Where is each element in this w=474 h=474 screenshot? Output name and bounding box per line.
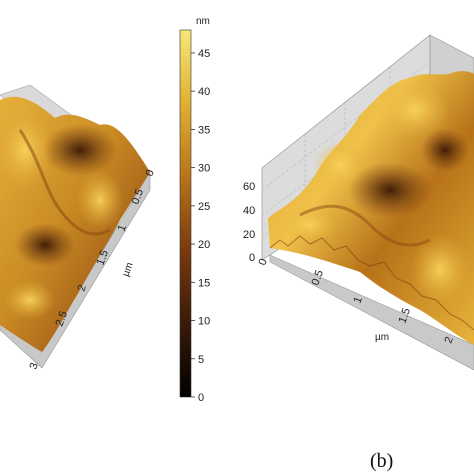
colorbar-gradient: [179, 29, 192, 398]
panel-b-ridge: [299, 204, 431, 247]
panel-b-z-tick-20: 20: [243, 229, 255, 241]
panel-b-x-axis: 0 0.5 1 1.5 2 µm: [257, 257, 456, 345]
panel-b-x-unit: µm: [375, 332, 389, 343]
colorbar-tick-label: 5: [198, 354, 204, 366]
panel-b-z-axis: 60 40 20 0: [243, 181, 255, 264]
panel-b-peak-2: [314, 141, 366, 189]
panel-b-x-tick-1.5: 1.5: [397, 307, 414, 325]
colorbar-tick-label: 0: [198, 392, 204, 404]
panel-b-x-tick-0.5: 0.5: [310, 269, 327, 287]
colorbar-tick-label: 30: [198, 163, 210, 175]
colorbar-tick-label: 40: [198, 86, 210, 98]
panel-b-valley: [348, 162, 432, 218]
panel-a-peak-3: [4, 280, 56, 320]
panel-b-x-tick-2: 2: [443, 335, 456, 345]
panel-b-z-tick-60: 60: [243, 181, 255, 193]
panel-a-valley-2: [15, 223, 75, 267]
panel-a-tick-2.5: 2.5: [54, 310, 71, 328]
panel-a: 0 0.5 1 1.5 2 2.5 3 µm: [0, 84, 157, 371]
panel-b-z-tick-0: 0: [249, 252, 255, 264]
colorbar-tick-label: 10: [198, 316, 210, 328]
colorbar-unit: nm: [196, 16, 210, 27]
colorbar-tick-label: 35: [198, 124, 210, 136]
panel-a-axis: 0 0.5 1 1.5 2 2.5 3 µm: [28, 168, 157, 371]
colorbar-tick-label: 25: [198, 201, 210, 213]
colorbar-tick-label: 15: [198, 277, 210, 289]
panel-b-valley-2: [421, 128, 469, 172]
panel-b-front-wall: [269, 254, 474, 371]
panel-a-tick-0.5: 0.5: [130, 188, 147, 206]
panel-b-peak-4: [282, 207, 338, 243]
panel-b-peak: [379, 80, 451, 140]
panel-a-tick-0: 0: [144, 168, 157, 178]
colorbar-tick-label: 20: [198, 239, 210, 251]
panel-a-tick-1: 1: [116, 223, 129, 233]
colorbar: nm 45 40 35 30 25 20 15 10 5 0: [179, 16, 210, 404]
panel-a-tick-1.5: 1.5: [95, 249, 112, 267]
panel-b-front-edge: [269, 235, 474, 331]
panel-b-label: (b): [370, 450, 393, 472]
colorbar-ticks: 45 40 35 30 25 20 15 10 5 0: [191, 48, 210, 404]
panel-a-peak-2: [76, 170, 124, 230]
panel-b-peak-3: [410, 234, 470, 306]
panel-b-x-tick-1: 1: [352, 295, 365, 305]
panel-a-valley: [42, 124, 118, 176]
panel-b: 60 40 20 0 0 0.5 1 1.5 2 µm (b): [243, 34, 474, 472]
panel-a-ridge: [18, 129, 111, 236]
panel-b-z-tick-40: 40: [243, 205, 255, 217]
colorbar-tick-label: 45: [198, 48, 210, 60]
panel-a-tick-3: 3: [28, 361, 41, 371]
panel-a-tick-2: 2: [76, 283, 89, 293]
panel-a-axis-unit: µm: [120, 261, 135, 278]
panel-b-x-tick-0: 0: [257, 257, 270, 267]
